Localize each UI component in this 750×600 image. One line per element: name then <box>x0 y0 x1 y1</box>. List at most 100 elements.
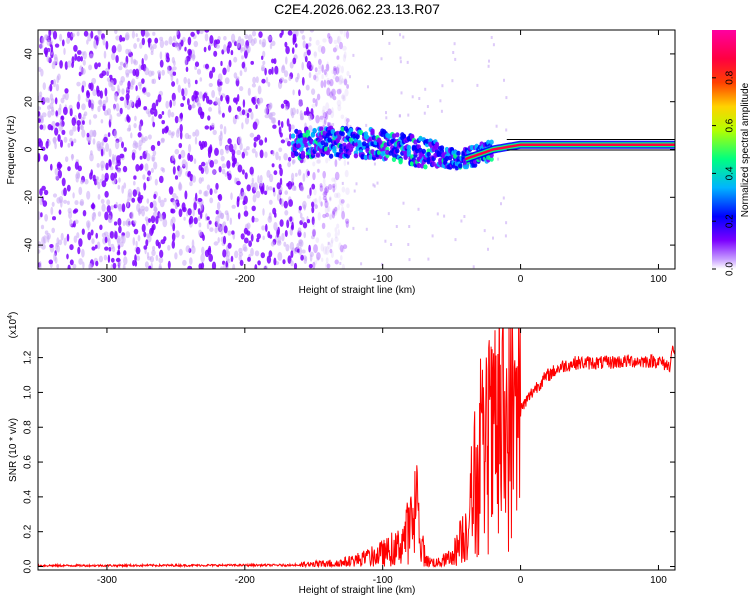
noise-mark <box>102 99 107 107</box>
noise-mark <box>217 237 220 244</box>
noise-mark <box>284 210 289 216</box>
noise-mark <box>141 58 144 66</box>
noise-mark <box>407 243 410 246</box>
y-tick-label: 0.4 <box>23 489 34 503</box>
noise-mark <box>288 76 292 81</box>
noise-mark <box>342 45 347 51</box>
noise-mark <box>198 222 202 228</box>
colorbar-tick-label: 0.6 <box>725 118 736 132</box>
noise-mark <box>172 222 176 232</box>
noise-mark <box>201 246 205 255</box>
noise-mark <box>488 59 490 63</box>
noise-mark <box>301 35 306 40</box>
noise-mark <box>107 61 111 70</box>
noise-mark <box>42 124 46 131</box>
noise-mark <box>205 161 209 168</box>
noise-mark <box>141 223 146 233</box>
noise-mark <box>180 103 185 107</box>
noise-mark <box>192 131 196 137</box>
noise-mark <box>213 50 218 57</box>
noise-mark <box>113 129 118 139</box>
noise-mark <box>336 99 342 107</box>
noise-mark <box>178 248 183 256</box>
noise-mark <box>333 192 339 199</box>
noise-mark <box>184 190 188 200</box>
noise-mark <box>176 202 180 208</box>
noise-mark <box>460 219 463 223</box>
noise-mark <box>141 78 145 84</box>
signal-mark <box>324 142 329 148</box>
noise-mark <box>298 99 303 108</box>
noise-mark <box>284 106 289 111</box>
noise-mark <box>289 133 292 140</box>
noise-mark <box>58 123 63 132</box>
noise-mark <box>261 55 264 60</box>
signal-mark <box>365 147 370 154</box>
noise-mark <box>73 235 78 243</box>
noise-mark <box>157 242 161 249</box>
noise-mark <box>147 134 152 140</box>
noise-mark <box>492 43 495 47</box>
y-tick-label: 40 <box>24 48 35 60</box>
noise-mark <box>117 203 122 210</box>
noise-mark <box>226 258 231 264</box>
noise-mark <box>236 198 240 208</box>
noise-mark <box>187 208 192 216</box>
noise-mark <box>330 110 335 119</box>
noise-mark <box>99 142 104 151</box>
noise-mark <box>268 199 273 205</box>
noise-mark <box>323 69 327 76</box>
noise-mark <box>247 34 253 44</box>
noise-mark <box>321 257 324 262</box>
noise-mark <box>81 228 85 235</box>
noise-mark <box>194 91 199 96</box>
noise-mark <box>253 182 258 192</box>
noise-mark <box>399 33 401 37</box>
noise-mark <box>313 244 318 254</box>
noise-mark <box>41 243 46 250</box>
noise-mark <box>141 208 146 217</box>
noise-mark <box>329 213 332 220</box>
noise-mark <box>309 36 312 42</box>
noise-mark <box>418 97 421 100</box>
noise-mark <box>91 238 95 245</box>
noise-mark <box>143 106 148 111</box>
noise-mark <box>264 151 268 158</box>
colorbar-label: Normalized spectral amplitude <box>740 82 750 217</box>
noise-mark <box>241 169 245 175</box>
noise-mark <box>291 47 295 54</box>
noise-mark <box>113 221 118 226</box>
noise-mark <box>342 95 347 102</box>
noise-mark <box>89 153 94 162</box>
noise-mark <box>71 153 74 161</box>
noise-mark <box>281 64 285 71</box>
noise-mark <box>272 187 276 193</box>
noise-mark <box>372 183 375 187</box>
noise-mark <box>134 68 140 78</box>
noise-mark <box>136 37 140 42</box>
colorbar-gradient <box>712 30 736 269</box>
noise-mark <box>193 158 197 165</box>
noise-mark <box>388 41 391 45</box>
noise-mark <box>332 185 336 193</box>
noise-mark <box>279 167 283 177</box>
noise-mark <box>161 111 165 115</box>
noise-mark <box>63 199 68 204</box>
noise-mark <box>249 166 254 175</box>
noise-mark <box>226 160 231 169</box>
noise-mark <box>326 80 331 85</box>
noise-mark <box>159 59 164 68</box>
noise-mark <box>329 214 333 220</box>
noise-mark <box>83 111 88 116</box>
noise-mark <box>54 168 59 176</box>
noise-mark <box>260 187 264 193</box>
noise-mark <box>431 234 434 238</box>
noise-mark <box>130 132 133 139</box>
noise-mark <box>292 159 296 164</box>
noise-mark <box>100 198 105 204</box>
noise-mark <box>334 236 339 242</box>
signal-mark <box>489 139 494 145</box>
noise-mark <box>325 246 330 256</box>
noise-mark <box>72 263 77 269</box>
